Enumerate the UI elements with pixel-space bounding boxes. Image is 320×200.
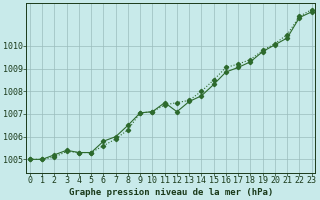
X-axis label: Graphe pression niveau de la mer (hPa): Graphe pression niveau de la mer (hPa): [69, 188, 273, 197]
